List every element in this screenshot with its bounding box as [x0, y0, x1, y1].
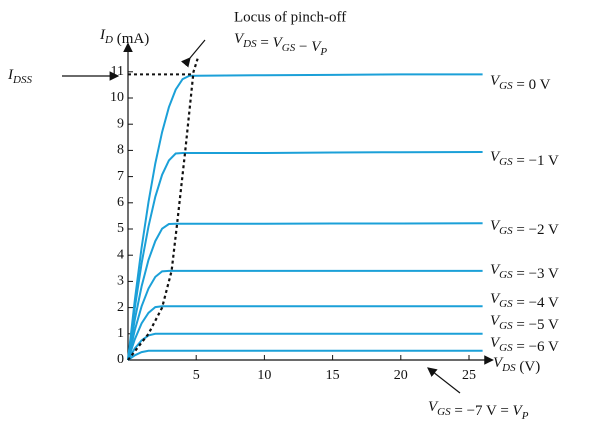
x-tick-label: 10	[257, 368, 271, 383]
x-tick-label: 15	[326, 368, 340, 383]
y-tick-label: 7	[117, 169, 124, 184]
x-tick-label: 20	[394, 368, 408, 383]
curve	[127, 73, 483, 361]
y-tick-label: 8	[117, 143, 124, 158]
curve	[127, 269, 483, 361]
y-tick-label: 5	[117, 221, 124, 236]
curve	[127, 305, 483, 361]
pinch-off-locus	[127, 58, 199, 361]
y-axis-label: ID (mA)	[99, 27, 149, 47]
y-tick-label: 10	[110, 90, 124, 105]
series-label: VGS = −4 V	[490, 291, 559, 311]
curve	[127, 332, 483, 361]
y-tick-label: 1	[117, 326, 124, 341]
vp-arrow	[427, 367, 461, 394]
y-tick-label: 0	[117, 352, 124, 367]
x-axis-label: VDS (V)	[493, 355, 540, 375]
y-tick-label: 11	[111, 64, 124, 79]
series-label: VGS = 0 V	[490, 73, 551, 93]
curve	[127, 349, 483, 361]
series-label: VGS = −3 V	[490, 262, 559, 282]
y-tick-label: 4	[117, 247, 124, 262]
y-tick-label: 6	[117, 195, 124, 210]
series-label: VGS = −1 V	[490, 149, 559, 169]
bottom-label: VGS = −7 V = VP	[428, 399, 529, 421]
x-tick-label: 5	[193, 368, 200, 383]
idss-label: IDSS	[7, 67, 32, 85]
curve	[127, 151, 483, 361]
annotation-formula: VDS = VGS − VP	[234, 31, 327, 57]
y-tick-label: 2	[117, 300, 124, 315]
locus-arrow	[180, 39, 206, 68]
y-tick-label: 9	[117, 116, 124, 131]
annotation-title: Locus of pinch-off	[234, 9, 346, 25]
series-label: VGS = −2 V	[490, 218, 559, 238]
y-tick-label: 3	[117, 274, 124, 289]
series-label: VGS = −5 V	[490, 313, 559, 333]
series-label: VGS = −6 V	[490, 335, 559, 355]
curve	[127, 222, 483, 361]
x-tick-label: 25	[462, 368, 476, 383]
